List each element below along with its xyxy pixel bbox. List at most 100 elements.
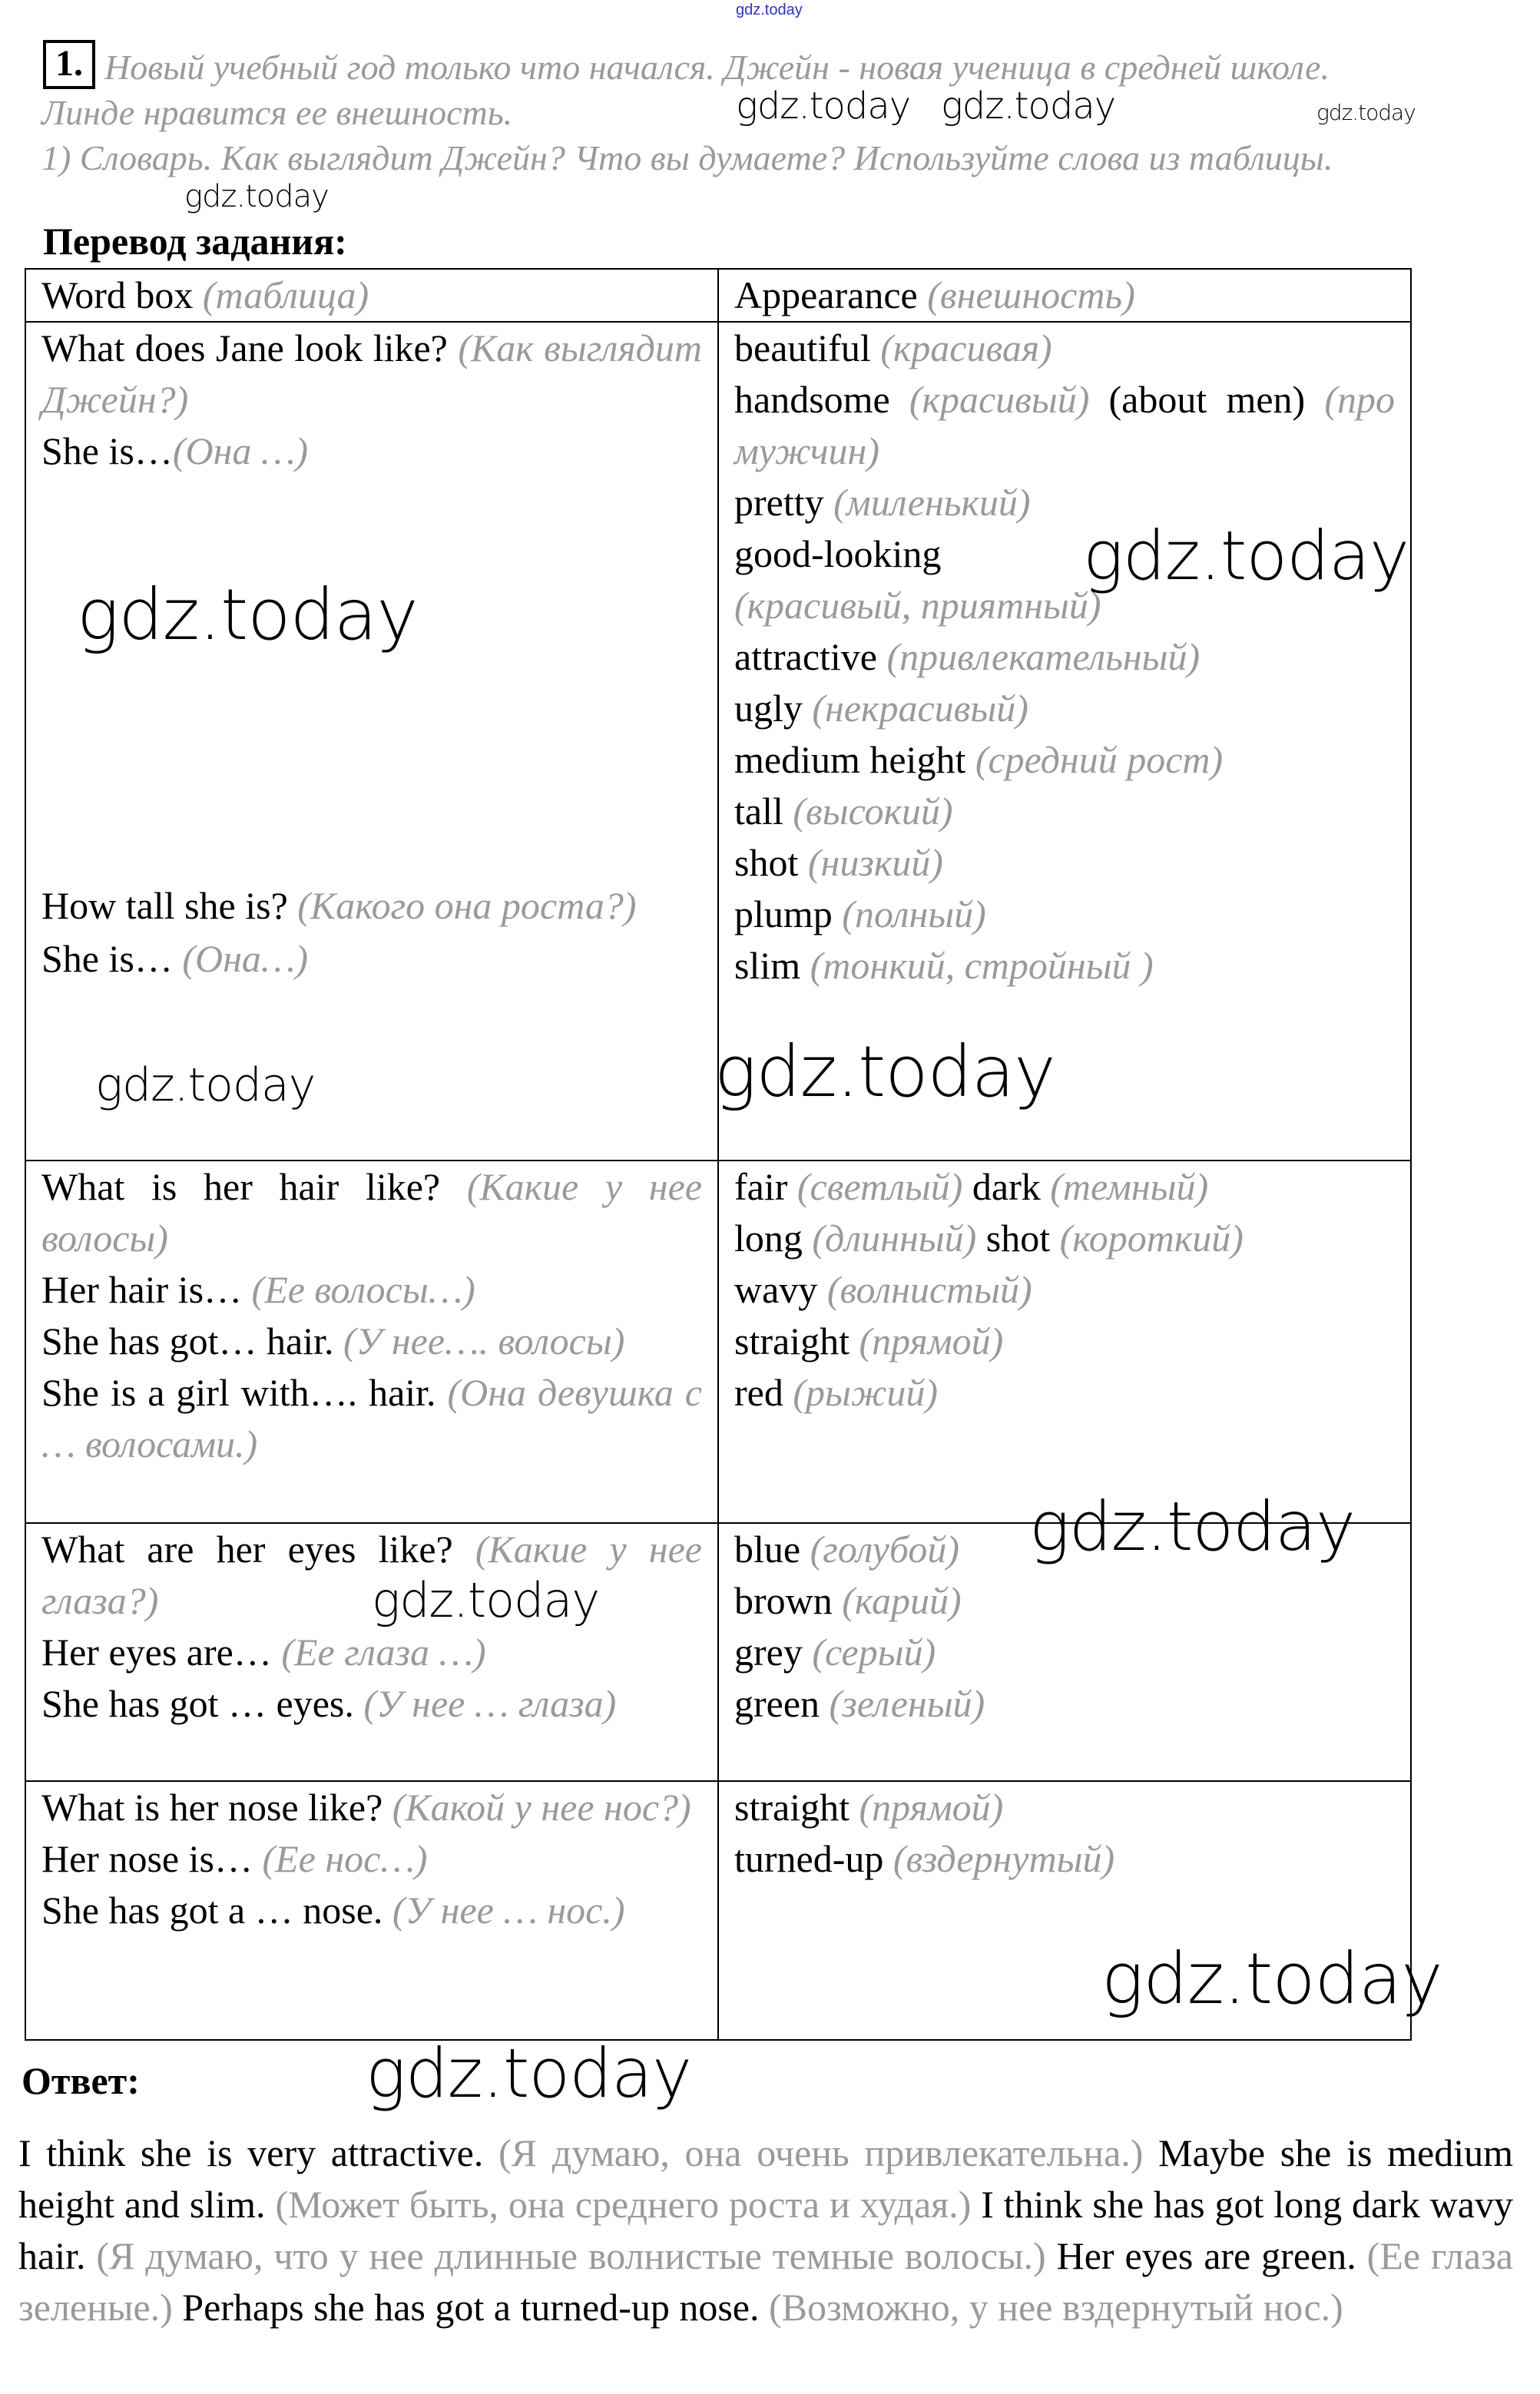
english-text: Her nose is… — [41, 1837, 263, 1880]
translation-text: (У нее … нос.) — [392, 1889, 625, 1932]
english-text: green — [734, 1682, 830, 1725]
answer-title: Ответ: — [22, 2059, 140, 2102]
vocab-item: wavy (волнистый) — [734, 1264, 1395, 1316]
vocabulary-cell: fair (светлый) dark (темный) long (длинны… — [717, 1160, 1412, 1524]
question-cell: What are her eyes like? (Какие у нее гла… — [25, 1522, 719, 1782]
vocab-item: red (рыжий) — [734, 1367, 1395, 1419]
table-header-row: Word box (таблица) Appearance (внешность) — [25, 268, 1412, 323]
english-text: tall — [734, 790, 793, 833]
translation-text: (средний рост) — [975, 738, 1224, 781]
vocabulary-cell: blue (голубой) brown (карий) grey (серый) g… — [717, 1522, 1412, 1782]
vocab-item: tall (высокий) — [734, 786, 1395, 837]
vocab-item: She is… (Она…) — [41, 933, 702, 985]
cell-group: What is her hair like? (Какие у нее воло… — [41, 1161, 702, 1470]
top-watermark: gdz.today — [736, 2, 803, 18]
english-text: red — [734, 1371, 793, 1414]
translation-text: (тонкий, стройный ) — [810, 944, 1154, 987]
translation-text: (рыжий) — [793, 1371, 939, 1414]
english-text: She has got… hair. — [41, 1320, 344, 1363]
english-text: straight — [734, 1320, 859, 1363]
english-text: I think she has got long dark wavy hair. — [18, 2183, 1513, 2277]
translation-text: (Какого она роста?) — [297, 884, 637, 927]
question-cell: What is her nose like? (Какой у нее нос?… — [25, 1780, 719, 2041]
table-row: What is her hair like? (Какие у нее воло… — [25, 1160, 1412, 1524]
watermark: gdz.today — [1083, 516, 1409, 595]
translation-text: (Ее нос…) — [262, 1837, 428, 1880]
english-text: She is… — [41, 429, 173, 472]
english-text: wavy — [734, 1268, 827, 1311]
translation-text: (Какой у нее нос?) — [392, 1786, 691, 1829]
vocab-item: blue (голубой) — [734, 1524, 1395, 1575]
translation-text: (светлый) — [796, 1165, 963, 1208]
vocab-item: brown (карий) — [734, 1575, 1395, 1627]
english-text: Word box — [41, 273, 203, 316]
vocab-item: She has got … eyes. (У нее … глаза) — [41, 1678, 702, 1730]
vocab-item: long (длинный) shot (короткий) — [734, 1213, 1395, 1264]
vocabulary-cell: straight (прямой) turned-up (вздернутый) — [717, 1780, 1412, 2041]
watermark: gdz.today — [372, 1572, 600, 1628]
translation-text: (У нее…. волосы) — [343, 1320, 625, 1363]
intro-line: 1) Словарь. Как выглядит Джейн? Что вы д… — [41, 138, 1333, 177]
english-text: shot — [976, 1217, 1060, 1260]
translation-text: (красивая) — [880, 326, 1052, 369]
task-intro: Новый учебный год только что начался. Дж… — [41, 45, 1447, 180]
english-text: straight — [734, 1786, 859, 1829]
vocab-item: She has got… hair. (У нее…. волосы) — [41, 1316, 702, 1367]
column-header: Word box (таблица) — [25, 268, 719, 323]
translation-text: (Какие у нее волосы) — [41, 1165, 702, 1260]
english-text: Her eyes are… — [41, 1631, 282, 1674]
vocab-item: Her nose is… (Ее нос…) — [41, 1833, 702, 1885]
vocab-item: good-looking (красивый, приятный) — [734, 528, 1395, 631]
english-text: grey — [734, 1631, 813, 1674]
vocab-item: plump (полный) — [734, 889, 1395, 940]
cell-group: fair (светлый) dark (темный) long (длинны… — [734, 1161, 1395, 1419]
translation-text: (Как выглядит Джейн?) — [41, 326, 702, 421]
english-text: She is a girl with…. hair. — [41, 1371, 448, 1414]
cell-group: What is her nose like? (Какой у нее нос?… — [41, 1782, 702, 1936]
translation-text: (про мужчин) — [734, 378, 1395, 472]
vocab-item: green (зеленый) — [734, 1678, 1395, 1730]
watermark: gdz.today — [714, 1031, 1056, 1113]
translation-text: (Она …) — [172, 429, 309, 472]
translation-text: (Ее глаза …) — [281, 1631, 486, 1674]
vocab-item: medium height (средний рост) — [734, 734, 1395, 786]
english-text: plump — [734, 892, 843, 935]
english-text: (about men) — [1089, 378, 1325, 421]
vocab-item: ugly (некрасивый) — [734, 683, 1395, 734]
vocab-item: beautiful (красивая) — [734, 323, 1395, 374]
english-text: She has got a … nose. — [41, 1889, 392, 1932]
translation-text: (Какие у нее глаза?) — [41, 1528, 702, 1622]
english-text: Maybe she is medium height and slim. — [18, 2131, 1514, 2226]
translation-text: (Я думаю, она очень привлекательна.) — [498, 2131, 1144, 2174]
translation-text: (Она…) — [182, 937, 309, 980]
english-text: medium height — [734, 738, 975, 781]
vocab-item: attractive (привлекательный) — [734, 631, 1395, 683]
vocab-item: pretty (миленький) — [734, 477, 1395, 528]
translation-text: (темный) — [1050, 1165, 1209, 1208]
english-text: good-looking — [734, 532, 942, 575]
translation-text: (миленький) — [833, 481, 1031, 524]
vocab-item: Her hair is… (Ее волосы…) — [41, 1264, 702, 1316]
column-header: Appearance (внешность) — [717, 268, 1412, 323]
english-text: blue — [734, 1528, 810, 1571]
watermark: gdz.today — [1029, 1487, 1356, 1566]
vocab-item: What does Jane look like? (Как выглядит … — [41, 323, 702, 425]
watermark: gdz.today — [1316, 100, 1416, 125]
vocab-item: What are her eyes like? (Какие у нее гла… — [41, 1524, 702, 1627]
english-text: I think she is very attractive. — [18, 2131, 499, 2174]
translation-text: (Может быть, она среднего роста и худая.… — [275, 2183, 972, 2226]
translation-text: (внешность) — [927, 273, 1135, 316]
english-text: fair — [734, 1165, 797, 1208]
watermark: gdz.today — [184, 179, 330, 214]
translation-text: (вздернутый) — [893, 1837, 1115, 1880]
english-text: Appearance — [734, 273, 928, 316]
cell-group: beautiful (красивая) handsome (красивый) … — [734, 323, 1395, 992]
vocab-item: She has got a … nose. (У нее … нос.) — [41, 1885, 702, 1936]
watermark: gdz.today — [941, 84, 1116, 127]
translation-text: (прямой) — [859, 1320, 1004, 1363]
vocab-item: straight (прямой) — [734, 1782, 1395, 1833]
vocabulary-cell: beautiful (красивая) handsome (красивый) … — [717, 321, 1412, 1161]
watermark: gdz.today — [77, 574, 419, 656]
english-text: pretty — [734, 481, 834, 524]
translation-text: (привлекательный) — [886, 635, 1201, 678]
